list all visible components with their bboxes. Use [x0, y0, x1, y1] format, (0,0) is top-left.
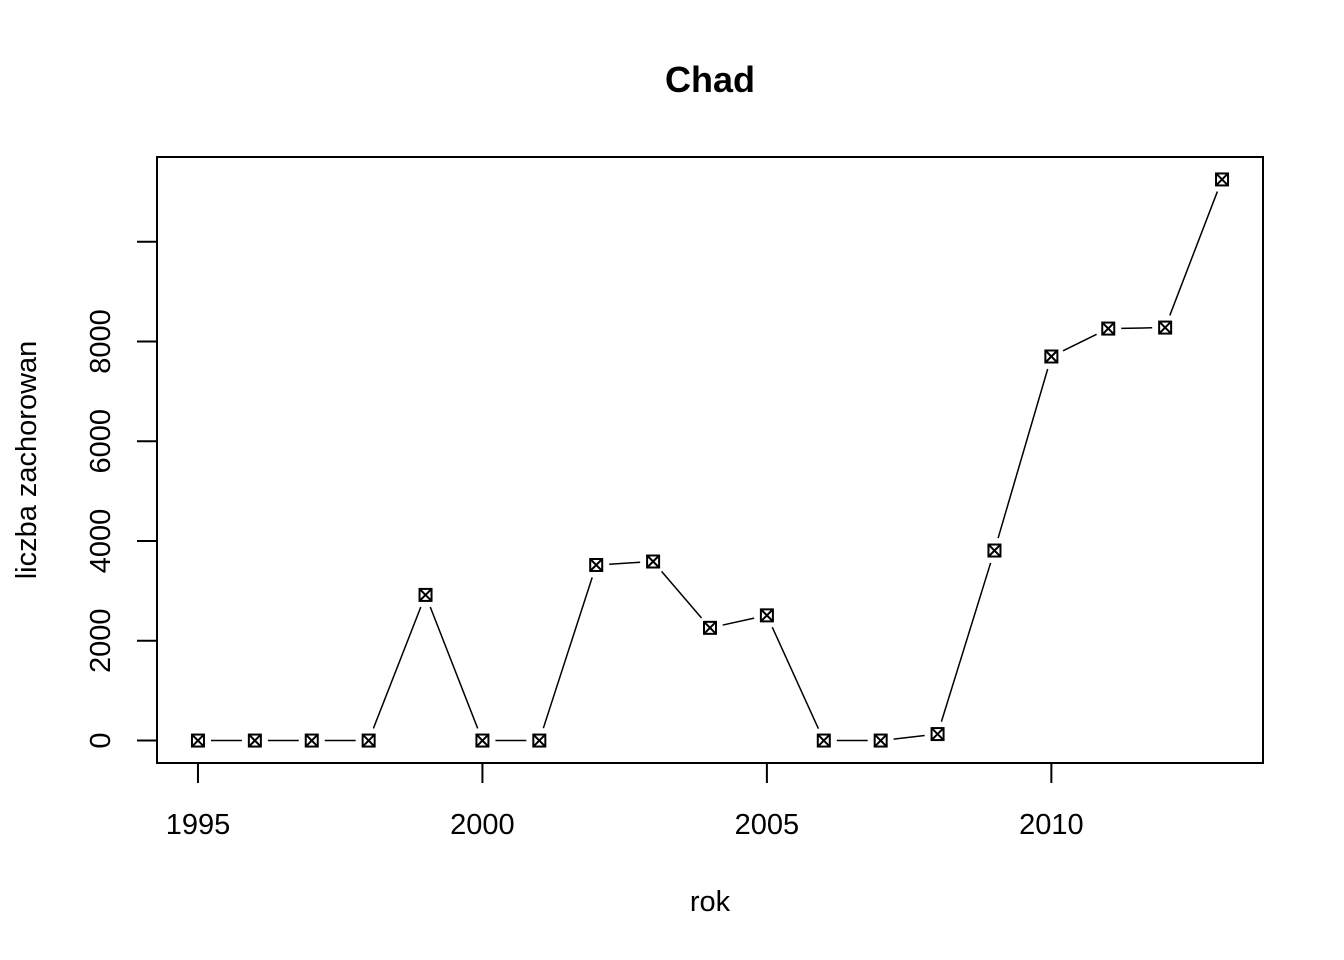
data-point — [930, 727, 945, 742]
data-point — [361, 733, 376, 748]
y-axis: 0 2000 4000 6000 8000 — [85, 240, 158, 749]
data-point — [1158, 320, 1173, 335]
series-line-segment — [609, 561, 641, 565]
series-line-segment — [1169, 191, 1219, 316]
data-point — [1101, 321, 1116, 336]
x-tick-label: 2000 — [450, 809, 515, 841]
series-line-segment — [893, 734, 925, 740]
data-point — [816, 733, 831, 748]
data-point — [646, 554, 661, 569]
x-axis-label: rok — [690, 886, 731, 918]
x-tick-label: 1995 — [166, 809, 231, 841]
data-point — [589, 557, 604, 572]
data-point — [873, 733, 888, 748]
y-tick-label: 2000 — [85, 609, 117, 674]
y-axis-label: liczba zachorowan — [11, 341, 43, 580]
series-line-segment — [771, 626, 820, 730]
x-tick-label: 2005 — [735, 809, 800, 841]
series-line-segment — [722, 617, 755, 626]
y-tick-label: 6000 — [85, 409, 117, 474]
y-tick-label: 4000 — [85, 509, 117, 574]
data-point — [703, 620, 717, 635]
data-point — [1215, 172, 1230, 187]
data-point — [190, 733, 205, 748]
series-line-segment — [1121, 327, 1153, 330]
data-point — [1044, 349, 1059, 364]
series-line-segment — [1062, 333, 1097, 352]
data-point — [759, 608, 774, 623]
data-point — [475, 733, 490, 748]
x-axis: 1995 2000 2005 2010 — [166, 762, 1084, 841]
chart-title: Chad — [665, 59, 755, 100]
series-line-segment — [997, 368, 1049, 539]
y-tick-label: 0 — [85, 732, 117, 748]
series-line-segment — [661, 570, 703, 619]
data-point — [247, 733, 262, 748]
series-line-segment — [429, 606, 479, 729]
y-tick-label: 8000 — [85, 309, 117, 374]
data-point — [418, 587, 433, 602]
plot-frame — [156, 156, 1264, 764]
series-line-segment — [372, 606, 422, 729]
data-point — [532, 733, 547, 748]
x-tick-label: 2010 — [1019, 809, 1084, 841]
series-lines — [210, 191, 1219, 742]
series-points — [190, 172, 1230, 748]
data-point — [304, 733, 319, 748]
series-line-segment — [940, 562, 992, 722]
series-line-segment — [542, 577, 593, 729]
data-point — [987, 543, 1002, 558]
